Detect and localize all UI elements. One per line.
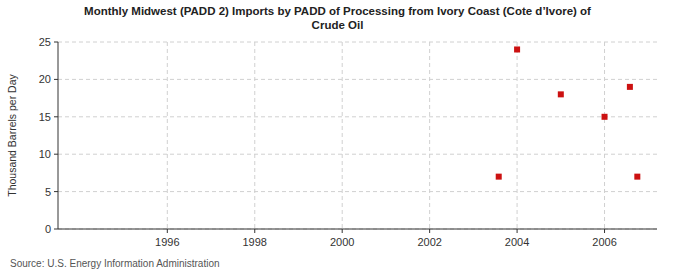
y-axis-line (58, 42, 59, 229)
x-tick-label: 2000 (330, 236, 354, 248)
x-tick-label: 1996 (155, 236, 179, 248)
point (602, 114, 608, 120)
grid-line-y (58, 229, 657, 230)
grid-line-y (58, 79, 657, 80)
points (496, 46, 641, 179)
x-axis-line (58, 229, 657, 230)
x-tick-label: 1998 (243, 236, 267, 248)
grid-line-x (254, 42, 255, 229)
grid-line-y (58, 154, 657, 155)
point (496, 174, 502, 180)
grid-line-x (167, 42, 168, 229)
grid-line-x (517, 42, 518, 229)
grid-line-x (429, 42, 430, 229)
background (0, 0, 675, 275)
y-tick (54, 79, 58, 80)
y-tick (54, 42, 58, 43)
y-tick (54, 116, 58, 117)
x-tick-label: 2004 (505, 236, 529, 248)
x-tick-label: 2002 (417, 236, 441, 248)
x-tick-label: 2006 (592, 236, 616, 248)
grid-line-x (604, 42, 605, 229)
point (514, 46, 520, 52)
y-tick-label: 10 (39, 148, 51, 160)
x-tick (517, 229, 518, 233)
y-tick (54, 191, 58, 192)
x-tick (167, 229, 168, 233)
y-axis-label: Thousand Barrels per Day (6, 73, 18, 196)
y-tick (54, 229, 58, 230)
point (634, 174, 640, 180)
x-tick (604, 229, 605, 233)
grid-line-x (342, 42, 343, 229)
grid (58, 42, 657, 229)
point (558, 91, 564, 97)
source-note: Source: U.S. Energy Information Administ… (10, 258, 220, 269)
chart-svg: Monthly Midwest (PADD 2) Imports by PADD… (0, 0, 675, 275)
x-tick (429, 229, 430, 233)
point (627, 84, 633, 90)
y-tick-label: 25 (39, 36, 51, 48)
grid-line-y (58, 42, 657, 43)
title: Monthly Midwest (PADD 2) Imports by PADD… (84, 5, 591, 31)
y-tick-label: 15 (39, 111, 51, 123)
y-tick-label: 0 (45, 223, 51, 235)
x-tick (254, 229, 255, 233)
grid-line-y (58, 191, 657, 192)
y-tick-label: 5 (45, 186, 51, 198)
y-tick (54, 154, 58, 155)
x-tick (342, 229, 343, 233)
grid-line-y (58, 116, 657, 117)
y-tick-label: 20 (39, 73, 51, 85)
chart-container: Monthly Midwest (PADD 2) Imports by PADD… (0, 0, 675, 275)
